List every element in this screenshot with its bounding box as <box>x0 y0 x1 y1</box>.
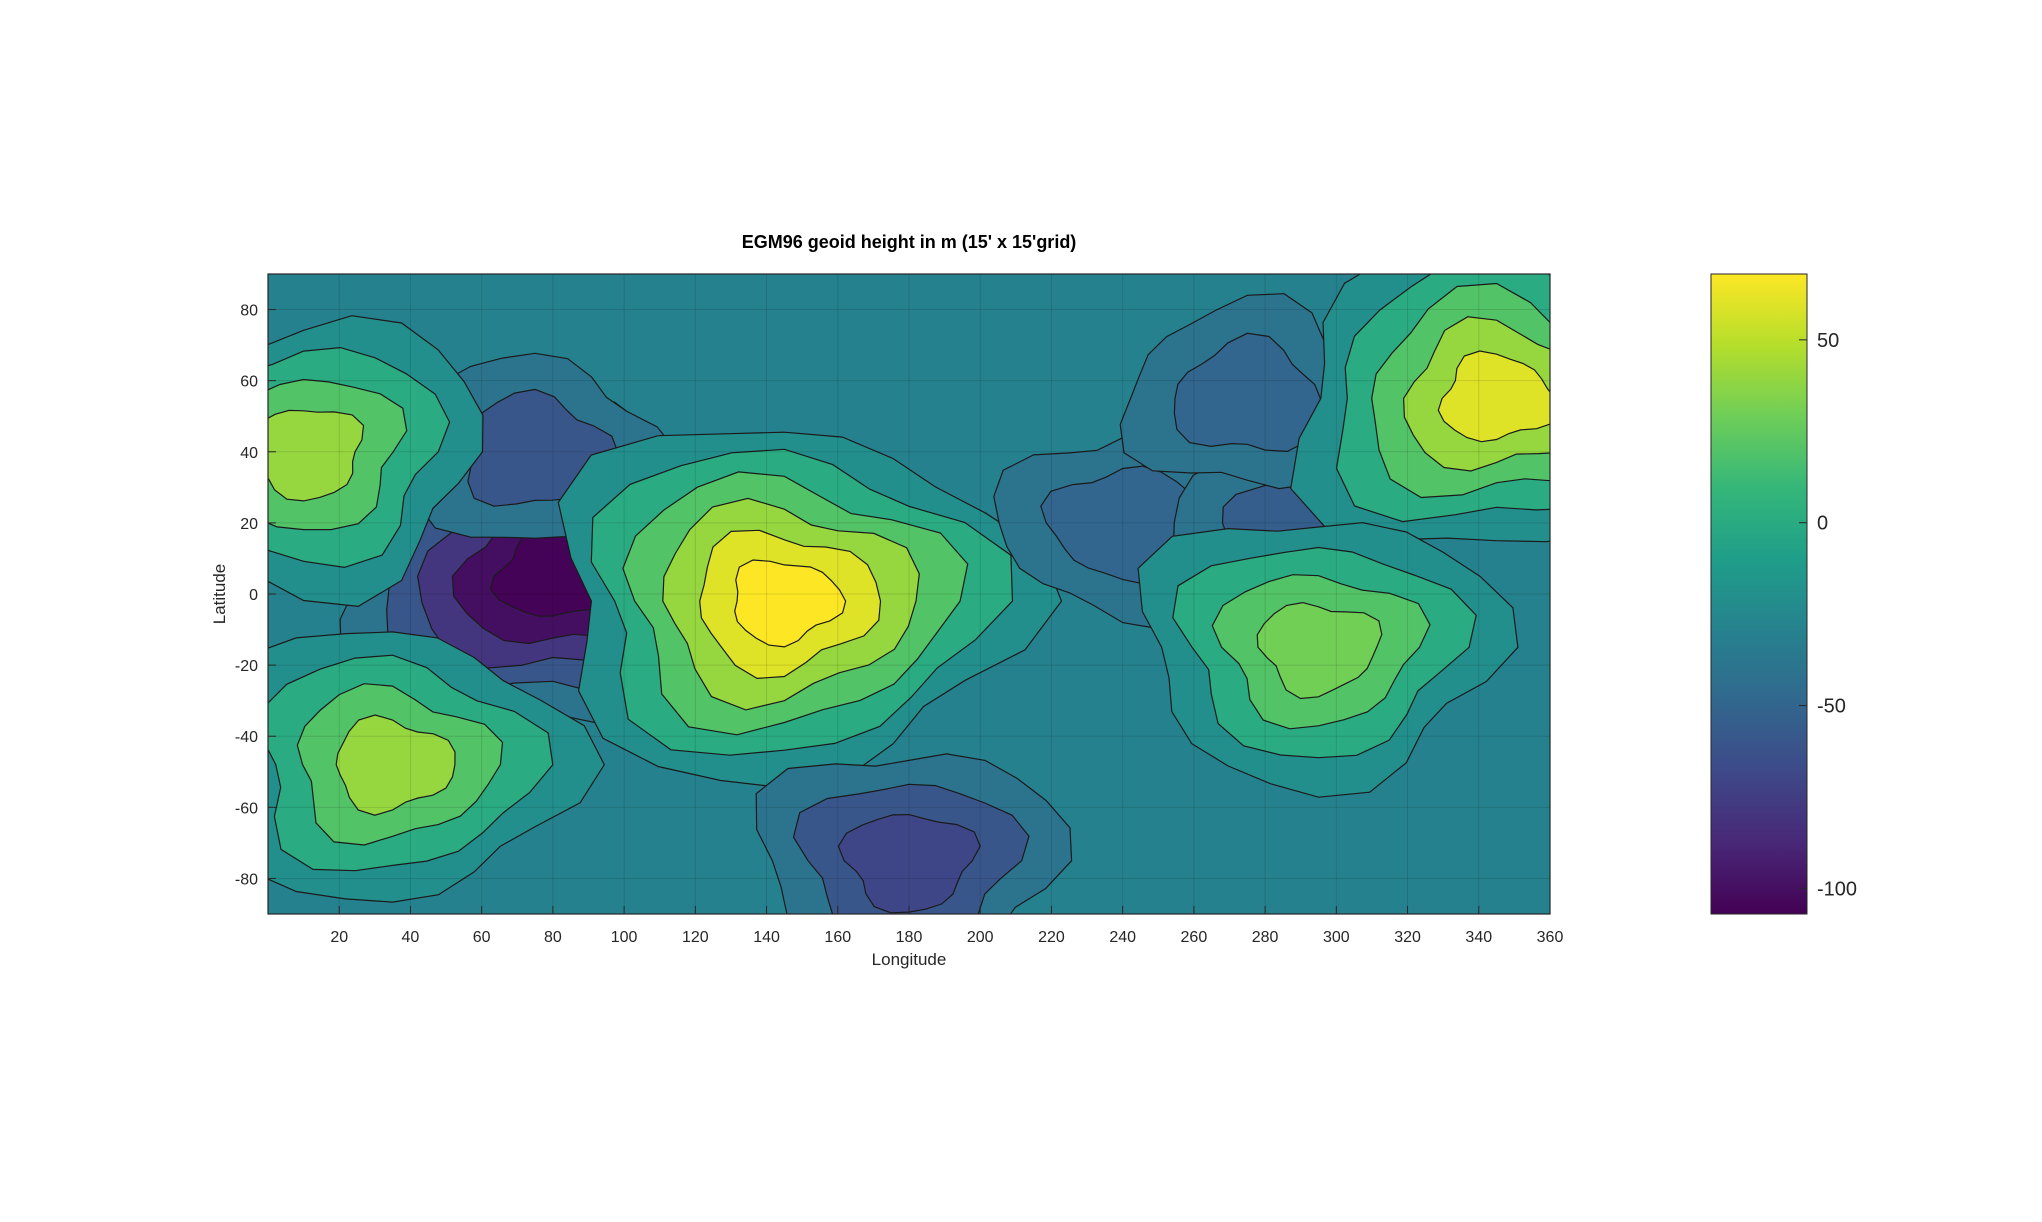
x-tick-label: 280 <box>1252 929 1279 946</box>
x-tick-label: 260 <box>1181 929 1208 946</box>
y-tick-label: -60 <box>235 800 258 817</box>
x-tick-label: 320 <box>1394 929 1421 946</box>
y-axis: 80 60 40 20 0 -20 -40 -60 -80 <box>235 303 276 888</box>
y-tick-label: -80 <box>235 871 258 888</box>
contour-feature <box>557 431 1063 789</box>
x-tick-label: 140 <box>753 929 780 946</box>
x-tick-label: 120 <box>682 929 709 946</box>
x-tick-label: 20 <box>330 929 348 946</box>
x-tick-label: 160 <box>824 929 851 946</box>
y-tick-label: 40 <box>240 445 258 462</box>
x-tick-label: 200 <box>967 929 994 946</box>
x-tick-label: 340 <box>1465 929 1492 946</box>
contour-band <box>1437 350 1550 443</box>
colorbar: 50 0 -50 -100 <box>1710 273 1857 915</box>
x-axis-label: Longitude <box>872 950 947 969</box>
contour-band <box>335 714 456 816</box>
x-tick-label: 240 <box>1109 929 1136 946</box>
x-tick-label: 80 <box>544 929 562 946</box>
x-tick-label: 220 <box>1038 929 1065 946</box>
x-tick-label: 40 <box>402 929 420 946</box>
contour-feature <box>1137 522 1519 798</box>
y-tick-label: -20 <box>235 658 258 675</box>
contour-band <box>268 409 365 502</box>
y-tick-label: 0 <box>249 587 258 604</box>
grid-lines <box>268 274 1551 914</box>
contour-band <box>837 813 981 914</box>
y-tick-label: 60 <box>240 374 258 391</box>
y-tick-label: 20 <box>240 516 258 533</box>
contour-band <box>734 559 847 648</box>
colorbar-tick-label: 0 <box>1817 513 1828 535</box>
colorbar-tick-label: 50 <box>1817 330 1839 352</box>
x-tick-label: 100 <box>611 929 638 946</box>
contour-feature <box>268 315 484 608</box>
y-tick-label: 80 <box>240 303 258 320</box>
contour-band <box>1256 601 1383 700</box>
contour-feature <box>1290 274 1550 543</box>
contour-feature <box>755 753 1073 914</box>
contour-layer <box>268 274 1550 914</box>
colorbar-tick-label: -100 <box>1817 878 1857 900</box>
colorbar-tick-label: -50 <box>1817 696 1846 718</box>
colorbar-gradient <box>1710 273 1808 915</box>
x-tick-label: 360 <box>1537 929 1564 946</box>
contour-feature <box>268 631 605 903</box>
chart-title: EGM96 geoid height in m (15' x 15'grid) <box>742 232 1077 252</box>
x-tick-label: 180 <box>896 929 923 946</box>
x-axis: 20 40 60 80 100 120 140 160 180 200 220 240 260 280 30… <box>330 906 1563 946</box>
colorbar-ticks: 50 0 -50 -100 <box>1799 330 1857 900</box>
y-axis-label: Latitude <box>210 564 229 625</box>
y-tick-label: -40 <box>235 729 258 746</box>
x-tick-label: 300 <box>1323 929 1350 946</box>
contour-band <box>1173 332 1321 453</box>
x-tick-label: 60 <box>473 929 491 946</box>
